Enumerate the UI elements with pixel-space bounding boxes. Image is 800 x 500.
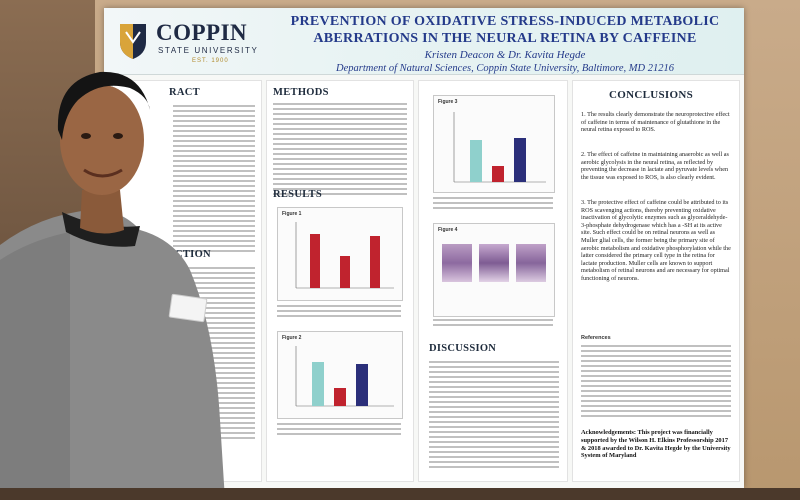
figure-1-chart bbox=[295, 222, 394, 289]
logo-subtitle: STATE UNIVERSITY bbox=[158, 46, 259, 55]
acknowledgement: Acknowledgements: This project was finan… bbox=[581, 429, 731, 460]
references-list bbox=[581, 345, 731, 420]
poster-header: COPPIN STATE UNIVERSITY EST. 1900 PREVEN… bbox=[104, 8, 744, 75]
name-badge bbox=[168, 293, 208, 323]
conclusion-2: 2. The effect of caffeine in maintaining… bbox=[581, 151, 729, 181]
discussion-text bbox=[429, 361, 559, 471]
shield-logo-icon bbox=[120, 24, 146, 59]
figure-2-caption bbox=[277, 423, 401, 438]
floor bbox=[0, 488, 800, 500]
figure-3: Figure 3 bbox=[433, 95, 555, 193]
research-poster: COPPIN STATE UNIVERSITY EST. 1900 PREVEN… bbox=[104, 8, 744, 488]
column-methods-results: METHODS RESULTS Figure 1 Figure 2 bbox=[266, 80, 414, 482]
figure-1-label: Figure 1 bbox=[282, 211, 302, 217]
references-heading: References bbox=[581, 335, 611, 341]
section-introduction-heading: CTION bbox=[175, 249, 211, 260]
methods-text bbox=[273, 103, 407, 198]
section-conclusions-heading: CONCLUSIONS bbox=[609, 89, 693, 101]
figure-2-label: Figure 2 bbox=[282, 335, 302, 341]
conclusion-3: 3. The protective effect of caffeine cou… bbox=[581, 199, 731, 282]
figure-4-label: Figure 4 bbox=[438, 227, 458, 233]
figure-4-caption bbox=[433, 319, 553, 329]
micrograph-2 bbox=[479, 244, 509, 282]
figure-2: Figure 2 bbox=[277, 331, 403, 419]
column-figures-discussion: Figure 3 Figure 4 DISCUSSION bbox=[418, 80, 568, 482]
micrograph-1 bbox=[442, 244, 472, 282]
figure-1: Figure 1 bbox=[277, 207, 403, 301]
section-discussion-heading: DISCUSSION bbox=[429, 343, 497, 354]
poster-authors: Kristen Deacon & Dr. Kavita Hegde bbox=[424, 49, 586, 61]
figure-4: Figure 4 bbox=[433, 223, 555, 317]
logo-established: EST. 1900 bbox=[192, 58, 229, 64]
introduction-text bbox=[177, 267, 255, 442]
section-abstract-heading: RACT bbox=[169, 87, 200, 98]
conclusion-1: 1. The results clearly demonstrate the n… bbox=[581, 111, 730, 134]
column-abstract: RACT CTION bbox=[112, 80, 262, 482]
poster-title: PREVENTION OF OXIDATIVE STRESS-INDUCED M… bbox=[290, 14, 720, 46]
section-methods-heading: METHODS bbox=[273, 87, 329, 98]
figure-2-chart bbox=[295, 346, 394, 407]
poster-department: Department of Natural Sciences, Coppin S… bbox=[336, 63, 674, 74]
column-conclusions: CONCLUSIONS 1. The results clearly demon… bbox=[572, 80, 740, 482]
micrograph-3 bbox=[516, 244, 546, 282]
figure-3-label: Figure 3 bbox=[438, 99, 458, 105]
figure-1-caption bbox=[277, 305, 401, 320]
section-results-heading: RESULTS bbox=[273, 189, 322, 200]
logo-name: COPPIN bbox=[156, 20, 248, 45]
figure-3-chart bbox=[453, 112, 546, 183]
abstract-text bbox=[173, 105, 255, 255]
figure-3-caption bbox=[433, 197, 553, 212]
